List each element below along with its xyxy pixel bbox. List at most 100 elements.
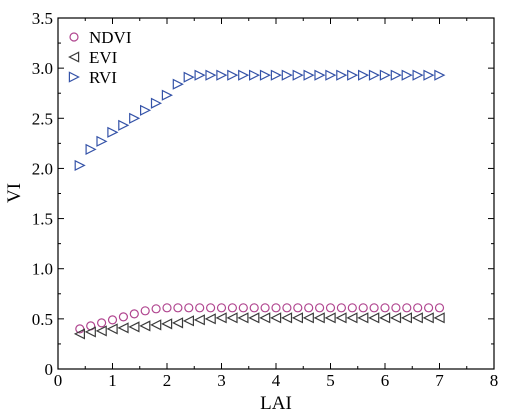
series-ndvi	[75, 303, 445, 334]
evi-point	[128, 321, 140, 333]
ndvi-point	[347, 303, 357, 313]
ndvi-point	[96, 318, 107, 328]
tick-labels: 0 1 2 3 4 5 6 7 8 0 0.5 1.0 1.5 2.0 2.5 3.0 3.5	[32, 9, 499, 390]
ndvi-point	[260, 303, 270, 313]
evi-point	[400, 312, 412, 324]
ndvi-point	[151, 304, 161, 314]
rvi-point	[390, 69, 402, 81]
rvi-point	[303, 69, 315, 81]
ndvi-point	[173, 303, 183, 313]
y-tick-label: 2.0	[32, 159, 53, 178]
rvi-point	[140, 104, 152, 116]
x-tick-label: 3	[217, 371, 226, 390]
ndvi-point	[75, 324, 85, 334]
y-tick-label: 1.5	[32, 210, 53, 229]
rvi-point	[259, 69, 272, 81]
rvi-point	[314, 69, 326, 81]
rvi-point	[96, 135, 108, 147]
x-tick-label: 2	[163, 371, 172, 390]
ndvi-point	[216, 303, 227, 313]
rvi-point	[434, 69, 446, 81]
data-markers	[73, 69, 446, 340]
rvi-point	[292, 69, 304, 81]
evi-point	[313, 312, 325, 324]
rvi-point	[368, 69, 381, 81]
evi-point	[302, 312, 314, 324]
evi-point	[270, 312, 282, 324]
ndvi-point	[118, 312, 129, 322]
ndvi-point	[336, 303, 346, 313]
ndvi-point	[238, 303, 248, 313]
ndvi-point	[424, 303, 434, 313]
ndvi-point	[184, 303, 194, 313]
series-evi	[73, 312, 445, 340]
evi-point	[422, 312, 434, 324]
y-tick-label: 3.0	[32, 59, 53, 78]
rvi-point	[172, 78, 184, 90]
evi-point	[433, 312, 445, 324]
rvi-point	[401, 69, 413, 81]
ndvi-point	[129, 309, 139, 319]
rvi-point	[423, 69, 435, 81]
evi-point	[193, 314, 205, 326]
y-tick-label: 1.0	[32, 260, 53, 279]
ndvi-point	[315, 303, 325, 313]
evi-point	[139, 320, 151, 332]
x-tick-label: 8	[490, 371, 499, 390]
x-tick-label: 6	[381, 371, 390, 390]
legend-label-evi: EVI	[89, 48, 118, 67]
legend-marker-evi	[68, 51, 80, 63]
x-tick-label: 0	[54, 371, 63, 390]
ndvi-point	[391, 303, 401, 313]
series-rvi	[74, 69, 446, 171]
rvi-point	[161, 89, 173, 101]
ndvi-point	[304, 303, 314, 313]
ndvi-point	[206, 303, 216, 313]
evi-point	[389, 312, 402, 324]
x-tick-label: 7	[435, 371, 444, 390]
evi-point	[335, 312, 347, 324]
rvi-point	[129, 112, 141, 124]
x-tick-label: 1	[108, 371, 117, 390]
evi-point	[84, 326, 96, 338]
rvi-point	[412, 69, 424, 81]
rvi-point	[74, 159, 86, 171]
plot-frame	[57, 17, 495, 370]
rvi-point	[358, 69, 370, 81]
y-tick-label: 0	[45, 360, 54, 379]
evi-point	[215, 312, 227, 324]
evi-point	[95, 325, 107, 337]
rvi-point	[379, 69, 391, 81]
evi-point	[357, 312, 369, 324]
rvi-point	[107, 126, 119, 138]
legend-marker-ndvi	[69, 32, 79, 42]
ndvi-point	[293, 303, 303, 313]
rvi-point	[150, 97, 163, 109]
evi-point	[182, 315, 194, 327]
rvi-point	[325, 69, 337, 81]
evi-point	[248, 312, 260, 324]
ndvi-point	[358, 303, 368, 313]
evi-point	[204, 313, 216, 325]
ndvi-point	[380, 303, 390, 313]
ndvi-point	[282, 303, 292, 313]
evi-point	[324, 312, 336, 324]
ndvi-point	[162, 303, 172, 313]
rvi-point	[336, 69, 348, 81]
rvi-point	[205, 69, 217, 81]
x-axis-label: LAI	[260, 393, 292, 414]
rvi-point	[85, 143, 97, 155]
x-tick-label: 5	[326, 371, 335, 390]
ndvi-point	[227, 303, 237, 313]
ndvi-point	[413, 303, 423, 313]
y-tick-label: 0.5	[32, 310, 53, 329]
rvi-point	[183, 71, 195, 83]
rvi-point	[347, 69, 359, 81]
axis-ticks	[57, 17, 495, 370]
ndvi-point	[325, 303, 336, 313]
evi-point	[171, 317, 184, 329]
evi-point	[346, 312, 358, 324]
legend-label-rvi: RVI	[89, 68, 117, 87]
evi-point	[291, 312, 303, 324]
